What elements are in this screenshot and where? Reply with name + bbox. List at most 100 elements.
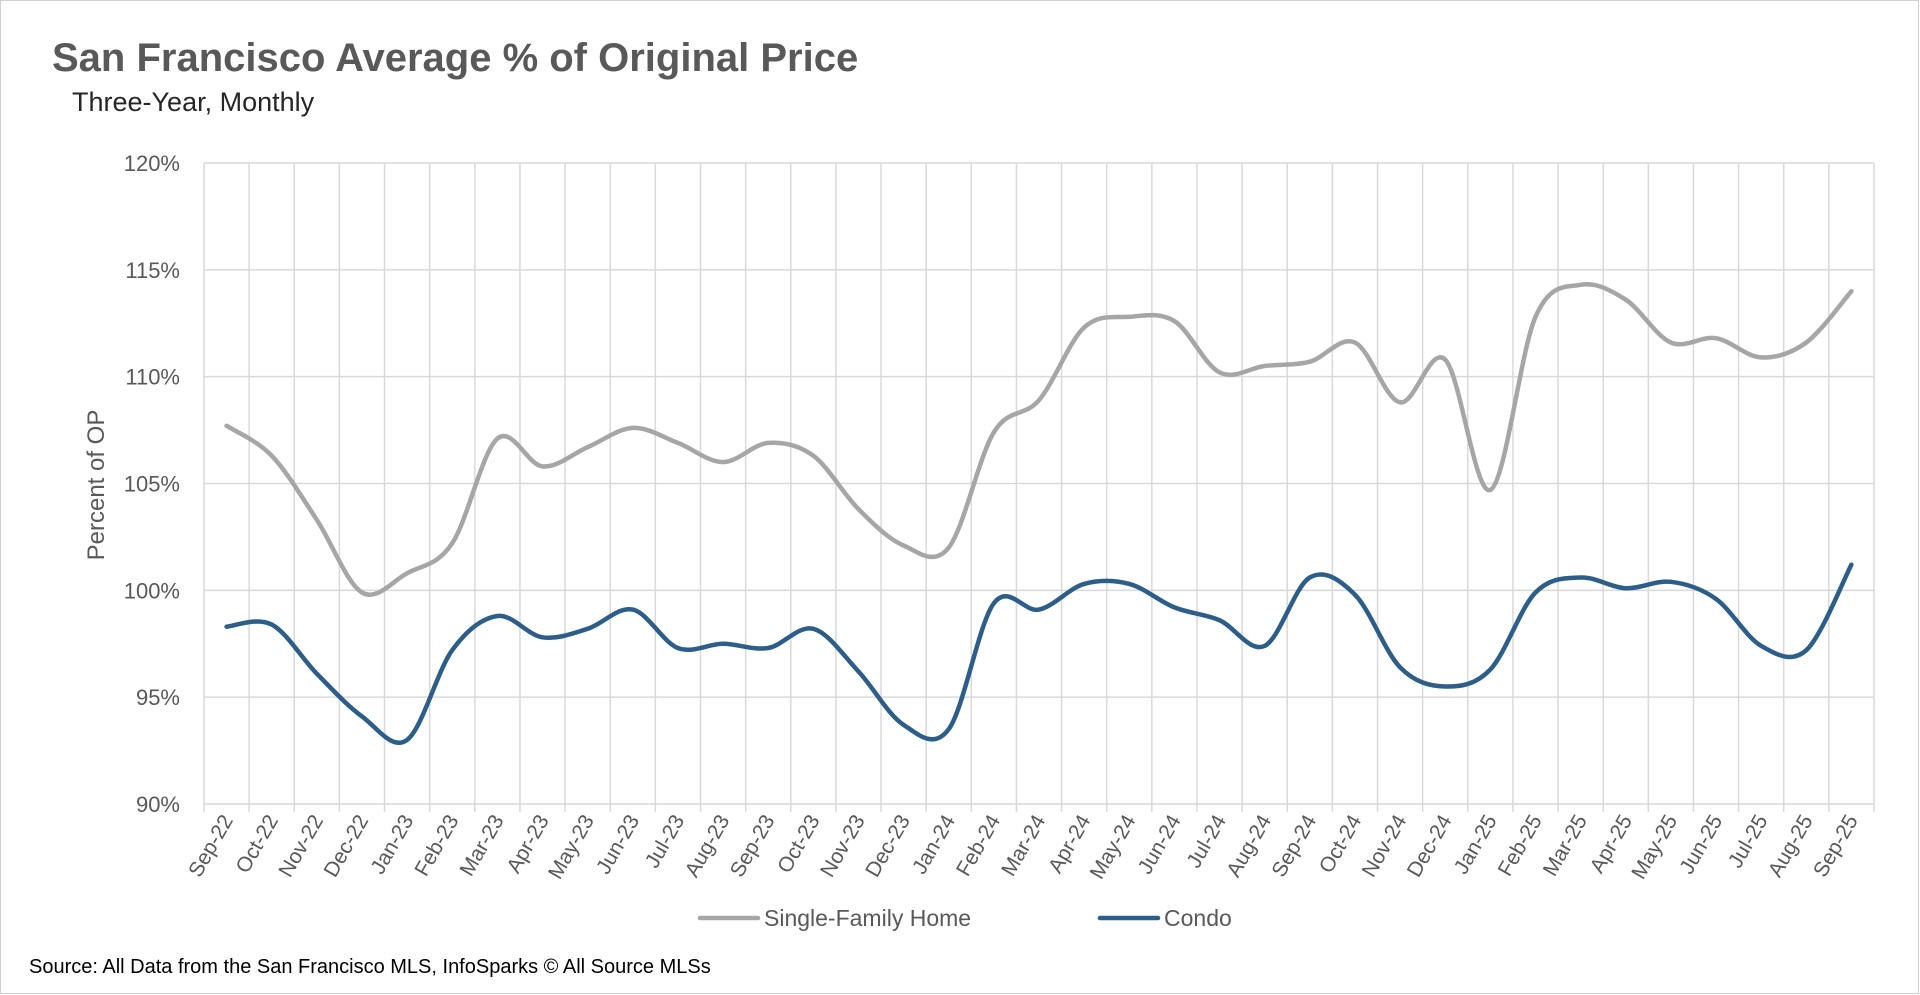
data-point [1623, 297, 1628, 302]
data-point [721, 641, 726, 646]
legend: Single-Family Home Condo [697, 905, 1232, 931]
data-point [946, 545, 951, 550]
data-point [1623, 586, 1628, 591]
gridlines [203, 162, 1875, 812]
data-point [1759, 355, 1764, 360]
data-point [1082, 581, 1087, 586]
data-point [450, 648, 455, 653]
data-point [1398, 400, 1403, 405]
x-tick-label: Jul-25 [1724, 811, 1773, 872]
data-point [1217, 370, 1222, 375]
data-point [1759, 643, 1764, 648]
data-point [314, 517, 319, 522]
data-point [1352, 592, 1357, 597]
data-point [585, 445, 590, 450]
y-axis-ticks: 90% 95% 100% 105% 110% 115% 120% [124, 151, 180, 817]
data-point [1668, 579, 1673, 584]
data-point [1127, 314, 1132, 319]
data-point [991, 601, 996, 606]
data-point [405, 571, 410, 576]
data-point [630, 425, 635, 430]
data-point [585, 626, 590, 631]
data-point [1849, 289, 1854, 294]
data-point [1352, 340, 1357, 345]
source-note: Source: All Data from the San Francisco … [29, 956, 711, 978]
x-tick-label: Jun-25 [1675, 811, 1727, 878]
data-point [901, 543, 906, 548]
data-point [766, 646, 771, 651]
data-point [269, 453, 274, 458]
data-point [269, 622, 274, 627]
data-point [224, 624, 229, 629]
data-point [1578, 282, 1583, 287]
legend-label-single-family-home: Single-Family Home [764, 905, 971, 931]
x-tick-label: Sep-25 [1809, 811, 1863, 881]
x-axis-ticks: Sep-22Oct-22Nov-22Dec-22Jan-23Feb-23Mar-… [184, 811, 1863, 883]
x-tick-label: Dec-23 [861, 811, 915, 881]
x-tick-label: Dec-24 [1403, 811, 1457, 881]
data-point [1488, 667, 1493, 672]
single-family-home-line [224, 281, 1854, 597]
y-tick-label: 120% [124, 151, 180, 176]
data-point [1804, 340, 1809, 345]
data-point [675, 646, 680, 651]
data-point [991, 430, 996, 435]
x-tick-label: Mar-23 [456, 811, 509, 880]
y-tick-label: 110% [125, 365, 180, 390]
data-point [1082, 325, 1087, 330]
data-point [1398, 665, 1403, 670]
data-point [1668, 340, 1673, 345]
x-tick-label: Sep-22 [184, 811, 238, 881]
data-point [540, 464, 545, 469]
data-point [359, 714, 364, 719]
data-point [946, 727, 951, 732]
x-tick-label: Mar-24 [997, 811, 1050, 880]
data-point [1307, 359, 1312, 364]
data-point [1262, 363, 1267, 368]
x-tick-label: Jul-24 [1182, 811, 1231, 872]
data-point [721, 460, 726, 465]
data-point [540, 635, 545, 640]
data-point [405, 737, 410, 742]
data-point [1262, 643, 1267, 648]
data-point [1578, 575, 1583, 580]
data-point [1307, 575, 1312, 580]
data-point [1714, 336, 1719, 341]
data-point [1443, 357, 1448, 362]
y-tick-label: 90% [136, 792, 180, 817]
data-point [856, 507, 861, 512]
data-point [901, 722, 906, 727]
data-point [1804, 648, 1809, 653]
y-tick-label: 100% [124, 578, 180, 603]
data-point [495, 613, 500, 618]
x-tick-label: Mar-25 [1539, 811, 1592, 880]
data-point [450, 541, 455, 546]
data-point [856, 669, 861, 674]
chart-title: San Francisco Average % of Original Pric… [52, 36, 858, 80]
legend-label-condo: Condo [1164, 905, 1232, 931]
x-tick-label: Dec-22 [320, 811, 374, 881]
data-point [359, 590, 364, 595]
condo-line [224, 562, 1854, 745]
chart-subtitle: Three-Year, Monthly [72, 87, 315, 117]
data-point [1849, 562, 1854, 567]
data-point [1172, 605, 1177, 610]
x-tick-label: Sep-24 [1267, 811, 1321, 881]
data-point [811, 453, 816, 458]
x-tick-label: May-24 [1086, 811, 1141, 883]
data-point [314, 671, 319, 676]
x-tick-label: Sep-23 [726, 811, 780, 881]
data-point [766, 440, 771, 445]
data-point [1488, 487, 1493, 492]
data-point [675, 440, 680, 445]
data-point [1533, 590, 1538, 595]
series-lines [224, 281, 1854, 745]
y-axis-title: Percent of OP [83, 410, 110, 561]
y-tick-label: 95% [136, 685, 180, 710]
data-point [495, 436, 500, 441]
data-point [1037, 607, 1041, 612]
data-point [1127, 581, 1132, 586]
data-point [224, 423, 229, 428]
